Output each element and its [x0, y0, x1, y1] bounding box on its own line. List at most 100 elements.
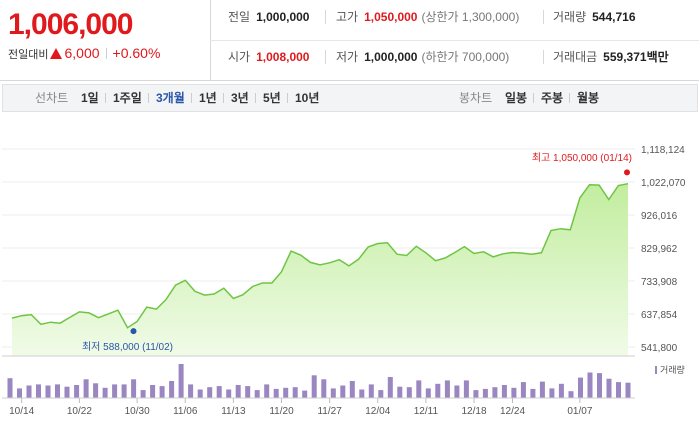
volume-bar: [74, 385, 80, 398]
prev-close-cell: 전일 1,000,000: [228, 0, 309, 40]
x-tick-label: 11/27: [317, 406, 342, 417]
x-tick-label: 11/06: [173, 406, 198, 417]
volume-bar: [254, 390, 260, 398]
price-line: [11, 182, 629, 329]
period-option-3y[interactable]: 3년: [231, 91, 249, 105]
y-tick-label: 733,908: [641, 277, 678, 288]
high-cell: 고가 1,050,000 (상한가 1,300,000): [336, 0, 519, 40]
candle-option-monthly[interactable]: 월봉: [577, 91, 600, 105]
divider: [543, 50, 544, 64]
trade-value-label: 거래대금: [553, 50, 598, 64]
volume-bar: [112, 384, 118, 398]
volume-bar: [473, 390, 479, 398]
y-tick-label: 541,800: [641, 343, 678, 354]
change-label: 전일대비: [8, 49, 49, 61]
x-tick-label: 12/18: [461, 406, 486, 417]
volume-bar: [245, 386, 251, 398]
divider: [223, 93, 224, 103]
volume-bar: [463, 380, 469, 398]
divider: [325, 10, 326, 24]
volume-bar: [416, 380, 422, 398]
volume-bar: [273, 388, 279, 398]
volume-bar: [140, 390, 146, 398]
volume-bar: [340, 385, 346, 398]
volume-bar: [539, 381, 545, 398]
period-selector-bar: 선차트 1일 1주일 3개월 1년 3년 5년 10년 봉차트 일봉 주봉 월봉: [2, 84, 698, 112]
change-row: 전일대비 6,000 +0.60%: [8, 45, 160, 62]
x-tick-label: 10/14: [9, 406, 34, 417]
trade-value-unit: 백만: [646, 50, 669, 64]
volume-legend-icon: [655, 366, 657, 374]
volume-bar: [482, 388, 488, 398]
volume-bar: [93, 383, 99, 398]
divider: [287, 93, 288, 103]
stats-row-2: 시가 1,008,000 저가 1,000,000 (하한가 700,000) 거래대…: [210, 40, 699, 80]
period-option-3m[interactable]: 3개월: [156, 91, 185, 105]
divider: [105, 93, 106, 103]
volume-bar: [616, 382, 621, 398]
period-option-5y[interactable]: 5년: [263, 91, 281, 105]
volume-bar: [349, 381, 355, 398]
divider: [191, 93, 192, 103]
volume-bar: [45, 385, 51, 398]
x-tick-label: 10/22: [67, 406, 92, 417]
open-label: 시가: [228, 50, 251, 64]
volume-bar: [292, 387, 298, 398]
low-marker: [130, 328, 137, 335]
x-tick-label: 12/11: [414, 406, 439, 417]
high-value: 1,050,000: [364, 10, 418, 24]
volume-cell: 거래량 544,716: [553, 0, 636, 40]
volume-bar: [302, 390, 308, 398]
period-option-1y[interactable]: 1년: [199, 91, 217, 105]
candle-option-weekly[interactable]: 주봉: [541, 91, 564, 105]
quote-panel: 1,006,000 전일대비 6,000 +0.60% 전일 1,000,000 고가…: [0, 0, 699, 81]
period-option-1w[interactable]: 1주일: [113, 91, 142, 105]
y-tick-label: 1,022,070: [641, 178, 686, 189]
divider: [325, 50, 326, 64]
volume-bar: [169, 381, 175, 398]
volume-bar: [178, 364, 184, 398]
x-tick-label: 12/24: [500, 406, 525, 417]
divider: [148, 93, 149, 103]
volume-bar: [83, 379, 89, 398]
volume-bar: [606, 378, 612, 398]
divider: [255, 93, 256, 103]
high-marker: [624, 169, 630, 176]
volume-value: 544,716: [592, 10, 636, 24]
candle-option-daily[interactable]: 일봉: [505, 91, 528, 105]
volume-bar: [397, 386, 403, 398]
high-annotation: 최고 1,050,000 (01/14): [532, 152, 632, 164]
volume-bar: [454, 385, 460, 398]
volume-bar: [131, 379, 137, 398]
low-cell: 저가 1,000,000 (하한가 700,000): [336, 40, 509, 80]
volume-bar: [226, 389, 232, 398]
divider: [533, 93, 534, 103]
volume-bar: [549, 388, 555, 398]
volume-bar: [159, 386, 165, 398]
low-annotation: 최저 588,000 (11/02): [82, 341, 173, 353]
x-tick-label: 11/20: [269, 406, 294, 417]
y-tick-label: 926,016: [641, 211, 678, 222]
volume-bar: [444, 380, 450, 398]
volume-bar: [283, 387, 289, 398]
volume-label: 거래량: [553, 10, 587, 24]
low-value: 1,000,000: [364, 50, 418, 64]
volume-bar: [235, 385, 241, 398]
current-price: 1,006,000: [8, 8, 133, 41]
volume-bar: [26, 385, 32, 398]
candle-chart-label: 봉차트: [459, 91, 493, 105]
volume-bar: [378, 390, 384, 398]
y-tick-label: 637,854: [641, 310, 678, 321]
volume-bar: [264, 384, 270, 398]
period-option-10y[interactable]: 10년: [295, 91, 320, 105]
volume-bar: [568, 391, 574, 398]
volume-bar: [435, 383, 441, 398]
volume-bar: [368, 384, 374, 398]
period-option-1d[interactable]: 1일: [81, 91, 99, 105]
high-label: 고가: [336, 10, 359, 24]
volume-bar: [311, 375, 317, 398]
volume-bar: [207, 387, 213, 398]
change-percent: +0.60%: [112, 45, 161, 61]
low-label: 저가: [336, 50, 359, 64]
